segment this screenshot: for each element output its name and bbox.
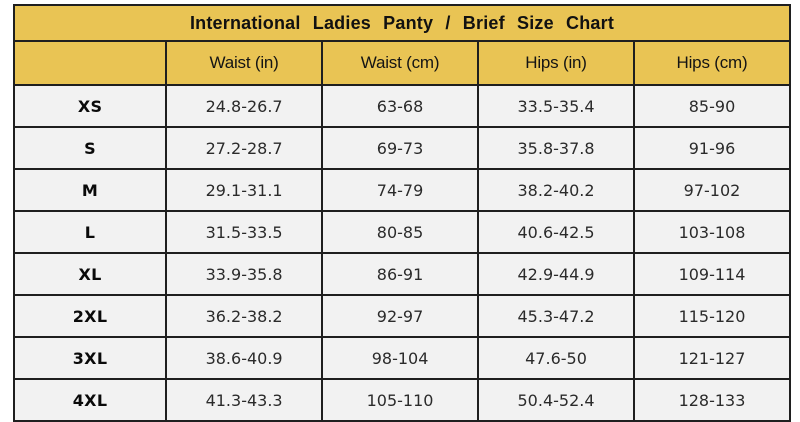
table-row: L 31.5-33.5 80-85 40.6-42.5 103-108	[12, 210, 791, 254]
table-row: 2XL 36.2-38.2 92-97 45.3-47.2 115-120	[12, 294, 791, 338]
value-cell: 27.2-28.7	[165, 126, 324, 170]
size-cell: XS	[12, 84, 168, 128]
table-row: M 29.1-31.1 74-79 38.2-40.2 97-102	[12, 168, 791, 212]
value-cell: 38.2-40.2	[477, 168, 635, 212]
value-cell: 24.8-26.7	[165, 84, 324, 128]
value-cell: 115-120	[633, 294, 791, 338]
value-cell: 69-73	[321, 126, 480, 170]
value-cell: 40.6-42.5	[477, 210, 635, 254]
value-cell: 85-90	[633, 84, 791, 128]
column-header-hips-cm: Hips (cm)	[633, 40, 791, 86]
value-cell: 45.3-47.2	[477, 294, 635, 338]
table-row: XL 33.9-35.8 86-91 42.9-44.9 109-114	[12, 252, 791, 296]
value-cell: 103-108	[633, 210, 791, 254]
table-row: XS 24.8-26.7 63-68 33.5-35.4 85-90	[12, 84, 791, 128]
chart-title: International Ladies Panty / Brief Size …	[13, 4, 791, 42]
size-cell: XL	[12, 252, 168, 296]
value-cell: 33.9-35.8	[165, 252, 324, 296]
value-cell: 91-96	[633, 126, 791, 170]
size-chart-table: International Ladies Panty / Brief Size …	[12, 4, 791, 422]
value-cell: 42.9-44.9	[477, 252, 635, 296]
value-cell: 63-68	[321, 84, 480, 128]
value-cell: 80-85	[321, 210, 480, 254]
value-cell: 36.2-38.2	[165, 294, 324, 338]
column-header-size	[12, 40, 168, 86]
value-cell: 86-91	[321, 252, 480, 296]
value-cell: 38.6-40.9	[165, 336, 324, 380]
value-cell: 31.5-33.5	[165, 210, 324, 254]
size-cell: M	[12, 168, 168, 212]
size-chart-container: International Ladies Panty / Brief Size …	[12, 4, 791, 422]
value-cell: 105-110	[321, 378, 480, 422]
value-cell: 35.8-37.8	[477, 126, 635, 170]
column-header-row: Waist (in) Waist (cm) Hips (in) Hips (cm…	[12, 40, 791, 86]
size-cell: L	[12, 210, 168, 254]
column-header-hips-in: Hips (in)	[477, 40, 635, 86]
value-cell: 98-104	[321, 336, 480, 380]
value-cell: 29.1-31.1	[165, 168, 324, 212]
table-row: 4XL 41.3-43.3 105-110 50.4-52.4 128-133	[12, 378, 791, 422]
table-row: S 27.2-28.7 69-73 35.8-37.8 91-96	[12, 126, 791, 170]
title-row: International Ladies Panty / Brief Size …	[13, 4, 791, 42]
size-cell: 2XL	[12, 294, 168, 338]
value-cell: 33.5-35.4	[477, 84, 635, 128]
value-cell: 121-127	[633, 336, 791, 380]
value-cell: 128-133	[633, 378, 791, 422]
value-cell: 109-114	[633, 252, 791, 296]
column-header-waist-in: Waist (in)	[165, 40, 324, 86]
size-cell: 3XL	[12, 336, 168, 380]
value-cell: 92-97	[321, 294, 480, 338]
value-cell: 50.4-52.4	[477, 378, 635, 422]
value-cell: 97-102	[633, 168, 791, 212]
value-cell: 41.3-43.3	[165, 378, 324, 422]
size-cell: 4XL	[12, 378, 168, 422]
table-row: 3XL 38.6-40.9 98-104 47.6-50 121-127	[12, 336, 791, 380]
column-header-waist-cm: Waist (cm)	[321, 40, 480, 86]
value-cell: 47.6-50	[477, 336, 635, 380]
value-cell: 74-79	[321, 168, 480, 212]
size-cell: S	[12, 126, 168, 170]
